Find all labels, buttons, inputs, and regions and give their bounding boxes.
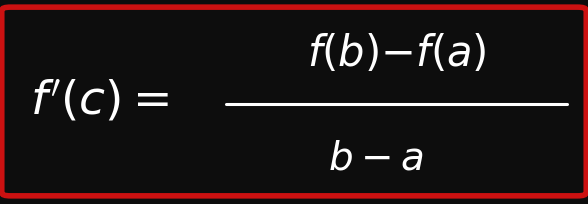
- Text: $f'(c) =$: $f'(c) =$: [31, 79, 169, 125]
- Text: $b - a$: $b - a$: [329, 143, 424, 177]
- Text: $f(b){-}f(a)$: $f(b){-}f(a)$: [307, 33, 487, 75]
